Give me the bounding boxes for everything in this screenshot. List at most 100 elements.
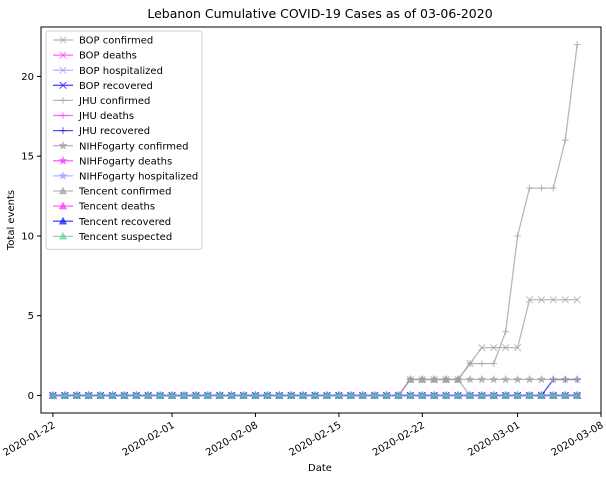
data-point bbox=[96, 391, 105, 399]
legend-marker-shape bbox=[58, 231, 68, 240]
legend-marker-shape bbox=[59, 127, 67, 134]
data-point bbox=[453, 375, 463, 383]
legend-label: BOP hospitalized bbox=[79, 66, 163, 77]
legend-marker-shape bbox=[58, 171, 68, 180]
y-axis-label: Total events bbox=[6, 190, 17, 251]
data-point bbox=[490, 360, 498, 367]
x-tick-label: 2020-03-01 bbox=[466, 420, 522, 459]
y-tick-label: 20 bbox=[21, 72, 34, 83]
legend-entry: Tencent suspected bbox=[53, 231, 172, 243]
data-point bbox=[536, 374, 546, 384]
legend-marker-shape bbox=[58, 201, 68, 210]
legend-marker-shape bbox=[59, 66, 67, 74]
data-point bbox=[537, 296, 546, 304]
data-point bbox=[370, 391, 379, 399]
legend: BOP confirmed BOP deaths BOP hospitalized B… bbox=[45, 30, 203, 250]
legend-marker bbox=[59, 127, 67, 134]
data-point bbox=[489, 374, 499, 384]
legend-marker-shape bbox=[58, 140, 68, 150]
y-tick-label: 15 bbox=[21, 152, 34, 163]
data-point bbox=[561, 296, 569, 304]
legend-entry: JHU confirmed bbox=[53, 96, 150, 107]
data-point bbox=[394, 391, 403, 399]
data-point bbox=[465, 391, 475, 399]
legend-marker bbox=[58, 186, 68, 195]
data-point bbox=[537, 391, 546, 399]
data-point bbox=[60, 391, 69, 399]
data-point bbox=[48, 391, 58, 399]
data-point bbox=[513, 391, 522, 399]
x-tick-label: 2020-02-22 bbox=[371, 420, 427, 459]
data-point bbox=[465, 374, 475, 384]
x-tick-label: 2020-01-22 bbox=[2, 420, 58, 459]
data-point bbox=[358, 391, 367, 399]
legend-entry: BOP hospitalized bbox=[53, 66, 163, 77]
data-point bbox=[477, 374, 487, 384]
data-point bbox=[108, 391, 117, 399]
legend-marker-shape bbox=[58, 156, 68, 165]
legend-marker bbox=[59, 112, 67, 119]
legend-entry: Tencent recovered bbox=[53, 216, 171, 228]
y-tick-label: 10 bbox=[21, 231, 34, 242]
plot-area bbox=[48, 41, 582, 400]
data-point bbox=[263, 391, 272, 399]
x-tick-label: 2020-02-01 bbox=[121, 420, 177, 459]
y-tick-label: 5 bbox=[28, 311, 34, 322]
x-tick-label: 2020-02-15 bbox=[288, 420, 344, 459]
series-line bbox=[52, 299, 578, 397]
data-point bbox=[538, 184, 545, 192]
legend-marker-shape bbox=[58, 216, 68, 225]
x-tick-label: 2020-03-08 bbox=[550, 420, 606, 459]
legend-marker-shape bbox=[59, 51, 67, 59]
legend-marker bbox=[59, 66, 67, 74]
data-point bbox=[560, 374, 570, 384]
x-tick-label: 2020-02-08 bbox=[204, 420, 260, 459]
data-point bbox=[513, 343, 522, 352]
legend-label: JHU recovered bbox=[78, 126, 150, 137]
data-point bbox=[275, 391, 284, 399]
y-tick-label: 0 bbox=[28, 391, 34, 402]
data-point bbox=[310, 391, 320, 399]
data-point bbox=[490, 343, 498, 352]
legend-entry: NIHFogarty deaths bbox=[53, 156, 172, 167]
legend-label: NIHFogarty deaths bbox=[79, 156, 172, 167]
legend-marker-shape bbox=[58, 186, 68, 195]
data-point bbox=[227, 391, 236, 399]
data-point bbox=[144, 391, 153, 399]
data-point bbox=[430, 391, 439, 399]
data-point bbox=[573, 296, 581, 304]
data-point bbox=[203, 391, 212, 399]
legend-label: NIHFogarty hospitalized bbox=[79, 172, 198, 183]
data-point bbox=[191, 391, 201, 399]
data-point bbox=[406, 391, 415, 399]
legend-marker bbox=[58, 171, 68, 180]
legend-entry: BOP confirmed bbox=[53, 36, 153, 47]
legend-label: JHU deaths bbox=[78, 111, 134, 122]
data-point bbox=[418, 391, 427, 399]
data-point bbox=[478, 360, 486, 367]
legend-marker bbox=[58, 201, 68, 210]
data-point bbox=[466, 360, 474, 367]
data-point bbox=[453, 391, 463, 399]
legend-marker bbox=[59, 51, 67, 59]
legend-label: NIHFogarty confirmed bbox=[79, 141, 189, 152]
data-point bbox=[561, 391, 570, 399]
data-point bbox=[346, 391, 355, 399]
data-point bbox=[501, 391, 510, 399]
data-point bbox=[430, 375, 439, 383]
data-point bbox=[215, 391, 224, 399]
legend-label: Tencent confirmed bbox=[78, 187, 171, 198]
legend-label: Tencent suspected bbox=[78, 232, 172, 243]
legend-marker bbox=[58, 140, 68, 150]
data-point bbox=[572, 374, 582, 384]
legend-marker bbox=[59, 97, 67, 104]
legend-label: BOP deaths bbox=[79, 51, 137, 62]
legend-marker-shape bbox=[59, 97, 67, 104]
data-point bbox=[322, 391, 332, 399]
data-point bbox=[513, 374, 523, 384]
data-point bbox=[120, 391, 129, 399]
data-point bbox=[573, 391, 582, 399]
data-point bbox=[132, 391, 141, 399]
data-point bbox=[501, 374, 511, 384]
